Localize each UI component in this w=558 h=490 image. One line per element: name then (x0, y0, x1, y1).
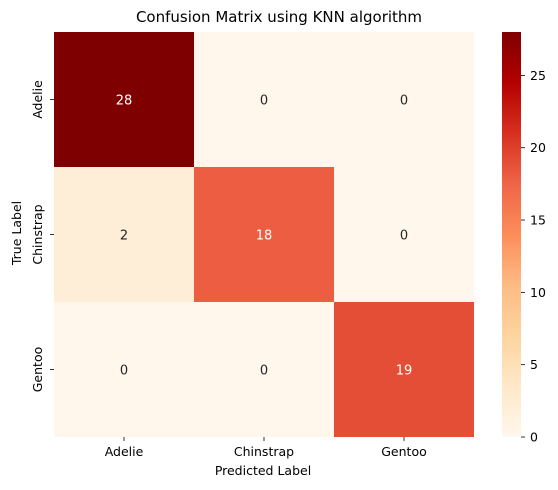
x-tick-label-0: Adelie (105, 444, 144, 459)
heatmap-cell-r2-c0 (54, 302, 194, 437)
heatmap-cell-r2-c1 (194, 302, 334, 437)
y-axis-label: True Label (9, 201, 24, 266)
x-axis-label: Predicted Label (215, 463, 311, 478)
y-tick-label-1: Chinstrap (30, 204, 45, 264)
cell-value-label-r1-c1: 18 (256, 229, 273, 244)
heatmap-cells: 28 0 0 2 18 0 0 0 19 (54, 32, 474, 437)
x-axis-ticks: Adelie Chinstrap Gentoo (105, 437, 427, 459)
heatmap-cell-r1-c0 (54, 167, 194, 302)
colorbar-tick-label-2: 10 (530, 285, 546, 300)
colorbar (502, 32, 521, 437)
cell-value-label-r1-c0: 2 (120, 229, 128, 244)
heatmap-cell-r0-c2 (334, 32, 474, 167)
cell-value-label-r1-c2: 0 (400, 229, 408, 244)
y-axis-ticks: Adelie Chinstrap Gentoo (30, 80, 54, 392)
cell-value-label-r2-c1: 0 (260, 364, 268, 379)
colorbar-tick-label-4: 20 (530, 140, 546, 155)
colorbar-tick-label-0: 0 (530, 430, 538, 445)
cell-value-label-r2-c2: 19 (396, 364, 413, 379)
heatmap-cell-r1-c1 (194, 167, 334, 302)
cell-value-label-r2-c0: 0 (120, 364, 128, 379)
colorbar-tick-label-5: 25 (530, 68, 546, 83)
x-tick-label-1: Chinstrap (234, 444, 294, 459)
colorbar-tick-label-1: 5 (530, 357, 538, 372)
cell-value-label-r0-c0: 28 (116, 94, 133, 109)
chart-title: Confusion Matrix using KNN algorithm (136, 8, 422, 26)
cell-value-label-r0-c1: 0 (260, 94, 268, 109)
heatmap-cell-r1-c2 (334, 167, 474, 302)
y-tick-label-0: Adelie (30, 80, 45, 119)
heatmap-cell-r2-c2 (334, 302, 474, 437)
heatmap-cell-r0-c0 (54, 32, 194, 167)
colorbar-tick-label-3: 15 (530, 213, 546, 228)
colorbar-ticks: 0 5 10 15 20 25 (521, 68, 546, 445)
heatmap-cell-r0-c1 (194, 32, 334, 167)
x-tick-label-2: Gentoo (381, 444, 427, 459)
cell-value-label-r0-c2: 0 (400, 94, 408, 109)
y-tick-label-2: Gentoo (30, 347, 45, 393)
